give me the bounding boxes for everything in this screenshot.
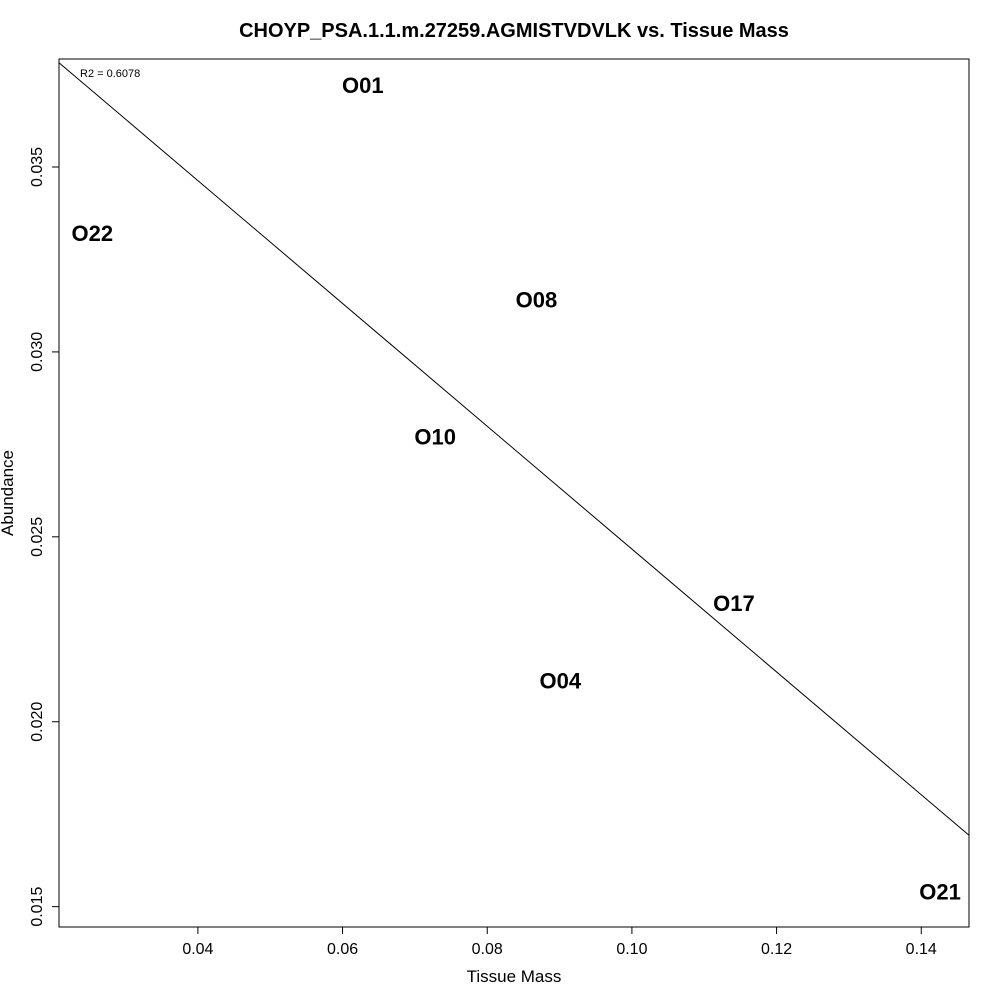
point-label-o22: O22 (71, 221, 113, 246)
plot-frame (58, 58, 970, 928)
point-label-o08: O08 (516, 288, 558, 313)
point-label-o10: O10 (414, 424, 456, 449)
y-tick-label: 0.030 (29, 332, 46, 372)
y-tick-label: 0.015 (29, 887, 46, 927)
y-axis: 0.015 0.020 0.025 0.030 0.035 (29, 147, 59, 927)
x-tick-label: 0.06 (327, 941, 358, 958)
x-tick-label: 0.14 (906, 941, 937, 958)
point-label-o17: O17 (713, 591, 755, 616)
regression-line (58, 62, 970, 836)
x-tick-label: 0.12 (761, 941, 792, 958)
chart-title: CHOYP_PSA.1.1.m.27259.AGMISTVDVLK vs. Ti… (239, 20, 789, 42)
y-tick-label: 0.035 (29, 147, 46, 187)
point-label-o21: O21 (919, 879, 961, 904)
r-squared-annotation: R2 = 0.6078 (80, 68, 140, 80)
point-label-o01: O01 (342, 73, 384, 98)
y-tick-label: 0.025 (29, 517, 46, 557)
data-points: O01 O22 O08 O10 O17 O04 O21 (71, 73, 960, 904)
x-tick-label: 0.10 (616, 941, 647, 958)
point-label-o04: O04 (539, 669, 581, 694)
x-tick-label: 0.08 (472, 941, 503, 958)
y-tick-label: 0.020 (29, 702, 46, 742)
x-tick-label: 0.04 (182, 941, 213, 958)
x-axis: 0.04 0.06 0.08 0.10 0.12 0.14 (182, 927, 937, 958)
x-axis-label: Tissue Mass (467, 967, 562, 986)
y-axis-label: Abundance (0, 450, 17, 536)
